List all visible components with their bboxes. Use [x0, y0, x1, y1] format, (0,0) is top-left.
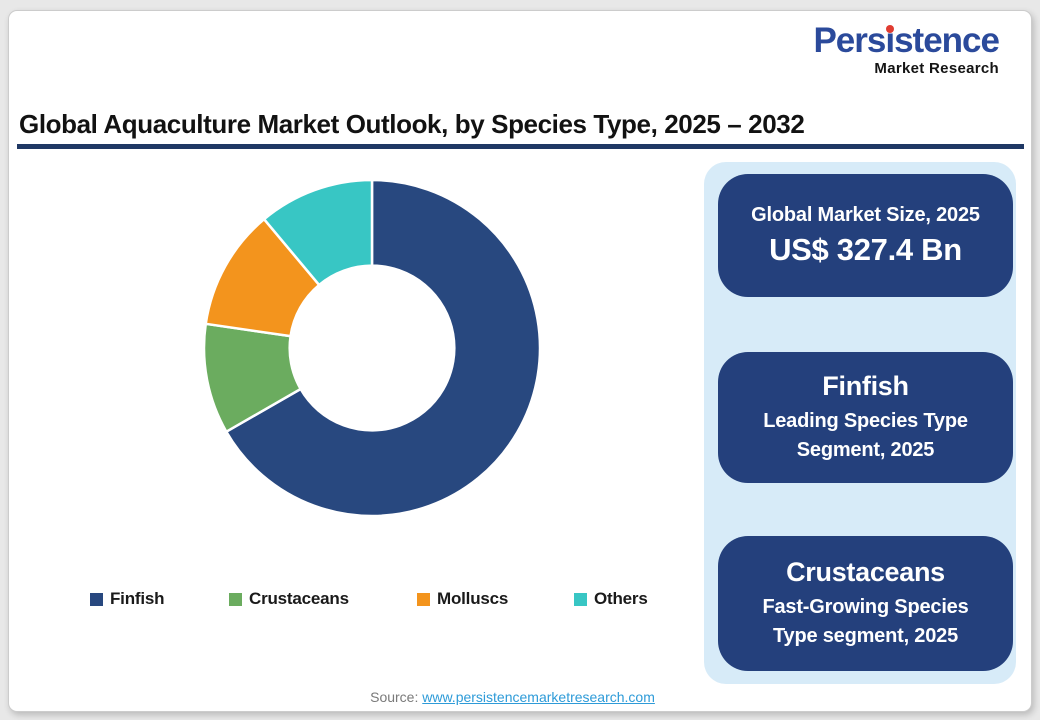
title-underline	[17, 144, 1024, 149]
chart-legend: Finfish Crustaceans Molluscs Others	[9, 589, 701, 613]
market-size-value: US$ 327.4 Bn	[769, 231, 962, 267]
leading-segment-desc-line2: Segment, 2025	[796, 438, 935, 461]
fast-growing-segment-desc-line1: Fast-Growing Species	[762, 596, 969, 619]
fast-growing-segment-desc-line2: Type segment, 2025	[772, 624, 958, 647]
highlights-panel: Global Market Size, 2025 US$ 327.4 Bn Fi…	[704, 162, 1016, 684]
fast-growing-segment-name: Crustaceans	[786, 557, 945, 588]
stat-box-market-size: Global Market Size, 2025 US$ 327.4 Bn	[718, 174, 1013, 297]
legend-swatch-icon	[90, 592, 103, 606]
legend-item-others: Others	[574, 589, 648, 609]
content-card: Persı stence Market Research Global Aquac…	[8, 10, 1032, 712]
logo-subtitle: Market Research	[874, 60, 999, 77]
market-size-label: Global Market Size, 2025	[751, 203, 980, 226]
legend-label: Others	[594, 589, 648, 608]
legend-swatch-icon	[229, 592, 242, 606]
donut-slice-others	[262, 178, 374, 287]
legend-swatch-icon	[574, 592, 587, 606]
logo-wordmark: Persı stence	[813, 21, 1000, 60]
logo-red-dot-icon	[885, 25, 894, 33]
fast-growing-segment-desc: Fast-Growing Species Type segment, 2025	[762, 593, 968, 650]
logo-text-post: stence	[894, 21, 1000, 60]
source-line: Source: www.persistencemarketresearch.co…	[9, 689, 1016, 705]
page-title: Global Aquaculture Market Outlook, by Sp…	[19, 109, 805, 139]
logo-letter-i: ı	[885, 21, 895, 60]
pmr-logo: Persı stence Market Research	[813, 21, 1000, 77]
donut-slice-finfish	[225, 178, 542, 518]
legend-item-finfish: Finfish	[90, 589, 165, 609]
leading-segment-desc-line1: Leading Species Type	[763, 410, 968, 433]
source-link[interactable]: www.persistencemarketresearch.com	[422, 689, 655, 705]
legend-item-crustaceans: Crustaceans	[229, 589, 349, 609]
logo-text-pre: Pers	[813, 21, 886, 60]
leading-segment-name: Finfish	[822, 371, 909, 402]
source-label: Source:	[370, 689, 419, 705]
legend-label: Finfish	[110, 589, 165, 608]
donut-chart	[202, 178, 542, 518]
leading-segment-desc: Leading Species Type Segment, 2025	[763, 407, 968, 464]
legend-label: Crustaceans	[249, 589, 349, 608]
legend-label: Molluscs	[437, 589, 509, 608]
legend-item-molluscs: Molluscs	[417, 589, 508, 609]
logo-dotless-i: ı	[885, 21, 895, 60]
stat-box-leading-segment: Finfish Leading Species Type Segment, 20…	[718, 352, 1013, 483]
stat-box-fast-growing-segment: Crustaceans Fast-Growing Species Type se…	[718, 536, 1013, 671]
legend-swatch-icon	[417, 592, 430, 606]
